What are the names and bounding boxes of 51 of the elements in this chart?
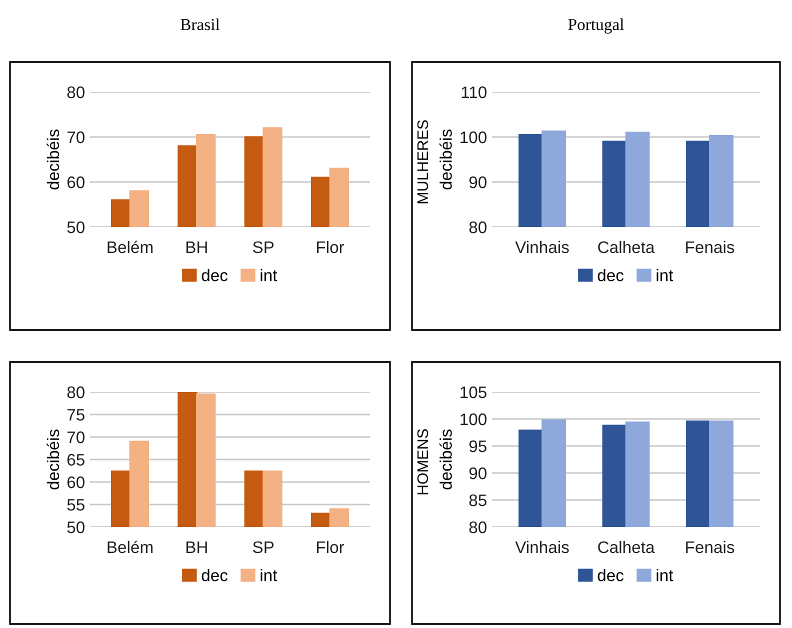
- y-tick-label: 95: [469, 440, 486, 452]
- y-tick-label: 100: [460, 413, 486, 426]
- y-tick-label: 70: [67, 131, 84, 144]
- legend-label: int: [260, 569, 278, 582]
- y-tick-label: 50: [67, 521, 84, 534]
- legend-label: dec: [598, 269, 624, 282]
- legend-label: dec: [202, 269, 228, 282]
- legend-label: int: [656, 569, 674, 582]
- y-axis-title: decibéis: [46, 130, 60, 190]
- y-tick-label: 85: [469, 494, 486, 506]
- x-tick-label: Flor: [317, 240, 344, 254]
- y-tick-label: 110: [462, 86, 486, 98]
- y-axis-title: decibéis: [46, 430, 60, 490]
- y-tick-label: 55: [67, 499, 84, 511]
- x-tick-label: Vinhais: [515, 540, 569, 554]
- y-tick-label: 80: [469, 521, 486, 534]
- y-tick-label: 100: [460, 131, 486, 144]
- y-tick-label: 80: [67, 386, 84, 398]
- x-tick-label: SP: [252, 541, 274, 554]
- legend-label: dec: [202, 569, 228, 582]
- x-tick-label: Fenais: [686, 540, 734, 554]
- y-tick-label: 90: [469, 176, 486, 188]
- x-tick-label: Flor: [317, 540, 344, 554]
- y-tick-label: 60: [67, 176, 84, 188]
- text: MULHERES: [417, 120, 428, 204]
- x-tick-label: Fenais: [686, 240, 734, 254]
- chart-title: Portugal: [568, 18, 624, 34]
- y-tick-label: 60: [67, 476, 84, 488]
- x-tick-label: Belém: [108, 540, 153, 554]
- y-tick-label: 75: [67, 409, 84, 421]
- x-tick-label: Calheta: [598, 540, 655, 554]
- legend-label: dec: [598, 569, 624, 582]
- x-tick-label: SP: [252, 241, 274, 254]
- y-tick-label: 80: [469, 221, 486, 234]
- text: HOMENS: [417, 429, 428, 494]
- y-tick-label: 50: [67, 221, 84, 234]
- x-tick-label: BH: [186, 242, 207, 253]
- x-tick-label: Vinhais: [515, 240, 569, 254]
- y-tick-label: 80: [67, 86, 84, 98]
- y-tick-label: 70: [67, 431, 84, 444]
- x-tick-label: Belém: [108, 240, 153, 254]
- legend-label: int: [260, 269, 278, 282]
- y-axis-title: decibéis: [439, 130, 452, 190]
- y-tick-label: 90: [469, 467, 486, 480]
- y-tick-label: 105: [460, 386, 486, 398]
- x-tick-label: Calheta: [598, 240, 655, 254]
- y-tick-label: 65: [67, 454, 84, 466]
- y-axis-title: decibéis: [439, 430, 452, 490]
- chart-title: Brasil: [180, 18, 220, 30]
- x-tick-label: BH: [186, 542, 207, 553]
- legend-label: int: [656, 269, 674, 282]
